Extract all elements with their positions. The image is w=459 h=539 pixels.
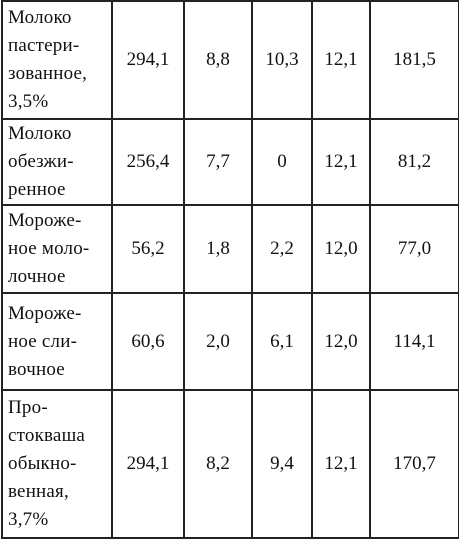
table-row: Молоко пастери-зованное, 3,5% 294,1 8,8 10,3 1… — [1, 0, 459, 120]
label-line: обыкно- — [8, 453, 77, 474]
value-cell: 9,4 — [251, 389, 313, 539]
label-line: Молоко — [8, 123, 72, 144]
value-cell: 56,2 — [111, 204, 185, 294]
value-cell: 1,8 — [183, 204, 253, 294]
value-cell: 170,7 — [369, 389, 459, 539]
label-line: Мороже- — [8, 210, 82, 231]
row-label: Молоко пастери-зованное, 3,5% — [1, 0, 113, 120]
label-line: Молоко — [8, 7, 72, 28]
value-cell: 6,1 — [251, 292, 313, 391]
label-line: венная, — [8, 481, 69, 502]
label-line: стокваша — [8, 425, 86, 446]
label-line: ренное — [8, 179, 66, 200]
value-cell: 294,1 — [111, 389, 185, 539]
value-cell: 12,0 — [311, 292, 371, 391]
label-line: обезжи- — [8, 151, 74, 172]
label-line: лочное — [8, 266, 66, 287]
value-cell: 10,3 — [251, 0, 313, 120]
label-line: ное сли- — [8, 330, 78, 352]
value-cell: 7,7 — [183, 118, 253, 206]
label-line: 3,5% — [8, 91, 49, 112]
table-row: Молоко обезжи-ренное 256,4 7,7 0 12,1 81,2 — [1, 118, 459, 206]
value-cell: 114,1 — [369, 292, 459, 391]
label-line: Мороже- — [8, 302, 82, 324]
value-cell: 77,0 — [369, 204, 459, 294]
value-cell: 12,1 — [311, 0, 371, 120]
label-line: Про- — [8, 397, 48, 418]
value-cell: 60,6 — [111, 292, 185, 391]
value-cell: 12,1 — [311, 118, 371, 206]
value-cell: 12,0 — [311, 204, 371, 294]
value-cell: 0 — [251, 118, 313, 206]
value-cell: 8,8 — [183, 0, 253, 120]
value-cell: 12,1 — [311, 389, 371, 539]
value-cell: 2,2 — [251, 204, 313, 294]
label-line: пастери- — [8, 35, 80, 56]
row-label: Мороже-ное сли-вочное — [1, 292, 113, 391]
value-cell: 81,2 — [369, 118, 459, 206]
label-line: 3,7% — [8, 509, 49, 530]
row-label: Мороже-ное моло-лочное — [1, 204, 113, 294]
table-row: Мороже-ное сли-вочное 60,6 2,0 6,1 12,0 114,1 — [1, 292, 459, 391]
row-label: Молоко обезжи-ренное — [1, 118, 113, 206]
value-cell: 294,1 — [111, 0, 185, 120]
value-cell: 8,2 — [183, 389, 253, 539]
value-cell: 181,5 — [369, 0, 459, 120]
row-label: Про-стокваша обыкно-венная, 3,7% — [1, 389, 113, 539]
label-line: ное моло- — [8, 238, 90, 259]
label-line: зованное, — [8, 63, 88, 84]
label-line: вочное — [8, 358, 65, 380]
table-row: Про-стокваша обыкно-венная, 3,7% 294,1 8,2 9,… — [1, 389, 459, 539]
table-row: Мороже-ное моло-лочное 56,2 1,8 2,2 12,0 77,0 — [1, 204, 459, 294]
value-cell: 256,4 — [111, 118, 185, 206]
value-cell: 2,0 — [183, 292, 253, 391]
